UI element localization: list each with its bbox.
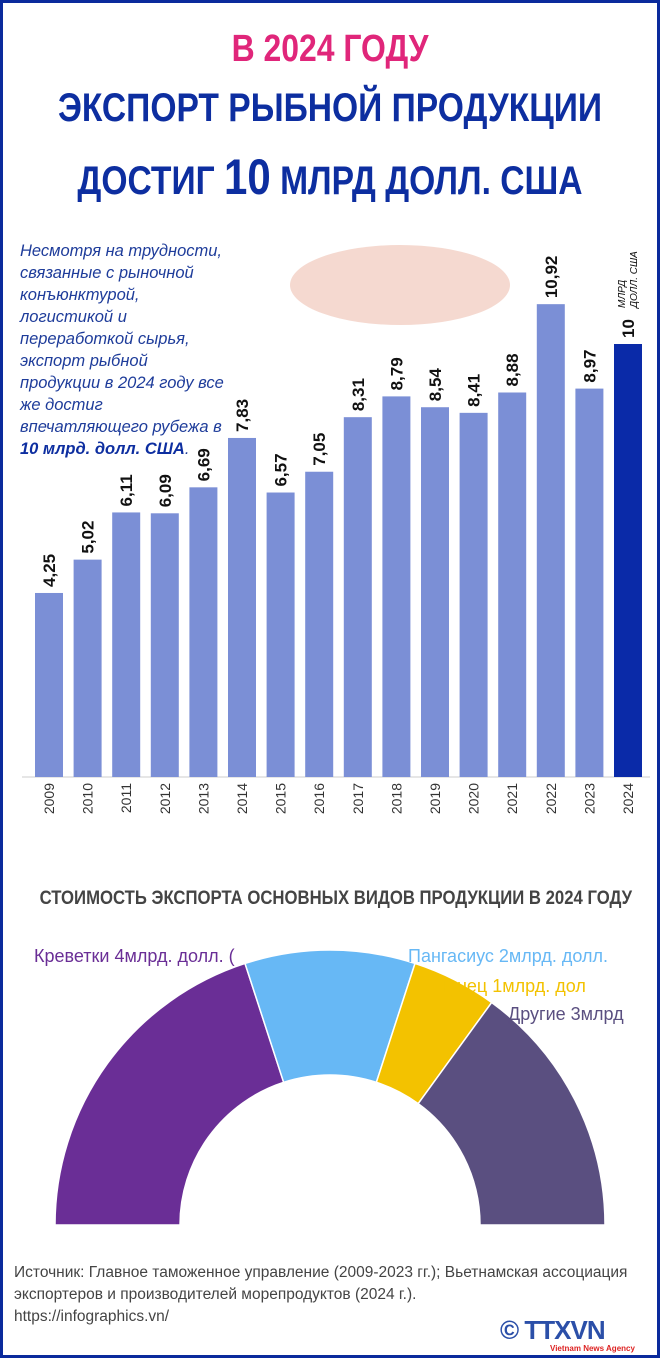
- title-text: МЛРД ДОЛЛ. США: [270, 159, 583, 203]
- x-tick-label: 2021: [504, 783, 520, 814]
- seafood-illustration: [290, 245, 510, 325]
- bar-2013: [189, 487, 218, 777]
- bar-label: 4,25: [40, 554, 59, 587]
- x-tick-label: 2023: [581, 783, 597, 814]
- pie-slice: [417, 1001, 606, 1226]
- pie-mask: [40, 1230, 620, 1260]
- bar-label: 6,57: [272, 453, 291, 486]
- x-tick-label: 2019: [427, 783, 443, 814]
- bar-label: 8,88: [503, 353, 522, 386]
- source-line-1: Источник: Главное таможенное управление …: [14, 1264, 628, 1281]
- seafood-illustration: [182, 1077, 478, 1358]
- bar-label: 5,02: [79, 521, 98, 554]
- intro-highlight: 10 млрд. долл. США: [20, 440, 185, 458]
- unit-label: МЛРД: [617, 280, 628, 308]
- bar-label: 8,54: [426, 368, 445, 402]
- title-line-2: ЭКСПОРТ РЫБНОЙ ПРОДУКЦИИ: [57, 86, 603, 130]
- bar-2017: [343, 417, 372, 777]
- bar-label: 7,83: [233, 399, 252, 432]
- bar-label: 6,11: [117, 474, 136, 506]
- bar-label: 10: [619, 319, 638, 338]
- bar-2009: [35, 592, 63, 777]
- x-tick-label: 2013: [195, 783, 211, 814]
- bar-2014: [228, 437, 256, 777]
- x-tick-label: 2018: [388, 783, 404, 814]
- title-line-3: ДОСТИГ 10 МЛРД ДОЛЛ. США: [53, 148, 607, 206]
- source: Источник: Главное таможенное управление …: [14, 1262, 654, 1328]
- logo-text: © TTXVN: [500, 1315, 606, 1345]
- bar-2015: [266, 492, 295, 777]
- logo-sub: Vietnam News Agency: [550, 1344, 635, 1353]
- x-tick-label: 2014: [234, 783, 250, 814]
- pie-slice: [54, 962, 285, 1226]
- title-text: ДОСТИГ: [77, 159, 225, 203]
- bar-label: 6,69: [194, 448, 213, 481]
- bar-2021: [498, 392, 527, 777]
- bar-2023: [575, 388, 604, 777]
- bar-label: 8,31: [349, 378, 368, 411]
- bar-2011: [112, 512, 141, 777]
- bar-2019: [421, 407, 449, 777]
- pie-slice-label: Пангасиус 2млрд. долл.: [408, 946, 608, 966]
- pie-slice-label: Другие 3млрд: [508, 1004, 624, 1024]
- source-line-2: экспортеров и производителей морепродукт…: [14, 1286, 417, 1303]
- bar-2022: [536, 304, 565, 777]
- title-number: 10: [224, 149, 271, 205]
- bar-label: 7,05: [310, 433, 329, 466]
- x-tick-label: 2017: [350, 783, 366, 814]
- intro-text: Несмотря на трудности, связанные с рыноч…: [20, 240, 225, 460]
- unit-label: ДОЛЛ. США: [629, 251, 640, 309]
- bar-2020: [459, 412, 488, 777]
- x-tick-label: 2022: [543, 783, 559, 814]
- x-tick-label: 2016: [311, 783, 327, 814]
- bar-label: 8,79: [387, 357, 406, 390]
- bar-label: 8,97: [580, 350, 599, 383]
- bar-2018: [382, 396, 411, 777]
- x-tick-label: 2011: [118, 783, 134, 813]
- x-tick-label: 2012: [157, 783, 173, 814]
- x-tick-label: 2010: [80, 783, 96, 814]
- ttxvn-logo: © TTXVN Vietnam News Agency: [500, 1316, 635, 1353]
- pie-slice-label: Тунец 1млрд. дол: [438, 976, 586, 996]
- intro-end: .: [184, 440, 190, 458]
- x-tick-label: 2015: [273, 783, 289, 814]
- x-tick-label: 2009: [41, 783, 57, 814]
- pie-title: СТОИМОСТЬ ЭКСПОРТА ОСНОВНЫХ ВИДОВ ПРОДУК…: [39, 888, 633, 909]
- bar-2010: [73, 559, 102, 777]
- source-url[interactable]: https://infographics.vn/: [14, 1308, 170, 1325]
- x-tick-label: 2020: [466, 783, 482, 814]
- pie-slice-label: Креветки 4млрд. долл. (: [34, 946, 235, 966]
- bar-label: 6,09: [156, 474, 175, 507]
- bar-2012: [150, 513, 179, 777]
- title-line-1: В 2024 ГОДУ: [231, 28, 429, 70]
- bar-label: 10,92: [542, 256, 561, 299]
- bar-2016: [305, 471, 334, 777]
- bar-label: 8,41: [465, 374, 484, 407]
- bar-2024: [614, 344, 642, 777]
- intro-body: Несмотря на трудности, связанные с рыноч…: [20, 242, 224, 436]
- x-tick-label: 2024: [620, 783, 636, 814]
